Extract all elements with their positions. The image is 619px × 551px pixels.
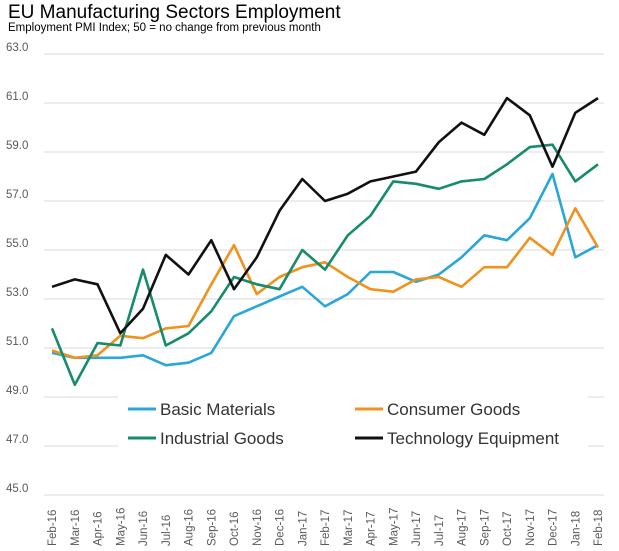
x-tick-label: Mar-17	[343, 510, 355, 546]
x-tick-label: Jul-16	[161, 515, 173, 546]
legend-label: Basic Materials	[160, 400, 275, 419]
series-line	[50, 143, 599, 387]
x-tick-label: Mar-16	[70, 510, 82, 546]
x-tick-label: May-16	[115, 508, 127, 546]
y-tick-label: 53.0	[6, 287, 28, 299]
x-tick-label: Oct-16	[229, 511, 241, 546]
x-tick-label: Nov-16	[252, 509, 264, 546]
x-tick-label: Oct-17	[502, 511, 514, 546]
x-tick-label: Nov-17	[525, 509, 537, 546]
x-tick-label: Dec-17	[548, 509, 560, 546]
legend: Basic Materials Consumer Goods Industrial …	[128, 400, 559, 448]
series-line	[51, 172, 599, 367]
x-tick-label: Jan-17	[297, 511, 309, 546]
y-tick-label: 47.0	[6, 434, 28, 446]
x-tick-label: Jun-17	[411, 511, 423, 546]
legend-label: Technology Equipment	[387, 429, 559, 448]
series-line	[51, 96, 599, 335]
y-tick-label: 61.0	[6, 91, 28, 103]
y-tick-label: 55.0	[6, 238, 28, 250]
chart-subtitle: Employment PMI Index; 50 = no change fro…	[8, 22, 321, 34]
x-tick-label: Feb-18	[593, 510, 605, 546]
x-tick-label: Jun-16	[138, 511, 150, 546]
series-line	[51, 207, 600, 360]
series-lines	[50, 96, 600, 387]
legend-label: Consumer Goods	[387, 400, 520, 419]
x-tick-label: Sep-16	[206, 509, 218, 546]
x-tick-label: May-17	[388, 508, 400, 546]
x-tick-label: Jul-17	[434, 515, 446, 546]
y-tick-label: 63.0	[6, 42, 28, 54]
y-axis-ticks: 45.0 47.0 49.0 51.0 53.0 55.0 57.0 59.0 61.0 63.0	[6, 42, 28, 495]
y-tick-label: 59.0	[6, 140, 28, 152]
x-tick-label: Apr-16	[93, 511, 105, 546]
x-tick-label: Feb-16	[47, 510, 59, 546]
x-tick-label: Jan-18	[570, 511, 582, 546]
legend-background	[118, 396, 588, 454]
y-tick-label: 51.0	[6, 336, 28, 348]
x-tick-label: Sep-17	[479, 509, 491, 546]
x-tick-label: Feb-17	[320, 510, 332, 546]
legend-label: Industrial Goods	[160, 429, 284, 448]
chart-title: EU Manufacturing Sectors Employment	[8, 2, 341, 23]
x-tick-label: Aug-16	[184, 509, 196, 546]
y-tick-label: 45.0	[6, 483, 28, 495]
x-tick-label: Aug-17	[457, 509, 469, 546]
x-axis-ticks: Feb-16 Mar-16 Apr-16 May-16 Jun-16 Jul-16 Aug-…	[47, 508, 605, 546]
y-tick-label: 49.0	[6, 385, 28, 397]
x-tick-label: Apr-17	[366, 511, 378, 546]
x-tick-label: Dec-16	[275, 509, 287, 546]
y-tick-label: 57.0	[6, 189, 28, 201]
